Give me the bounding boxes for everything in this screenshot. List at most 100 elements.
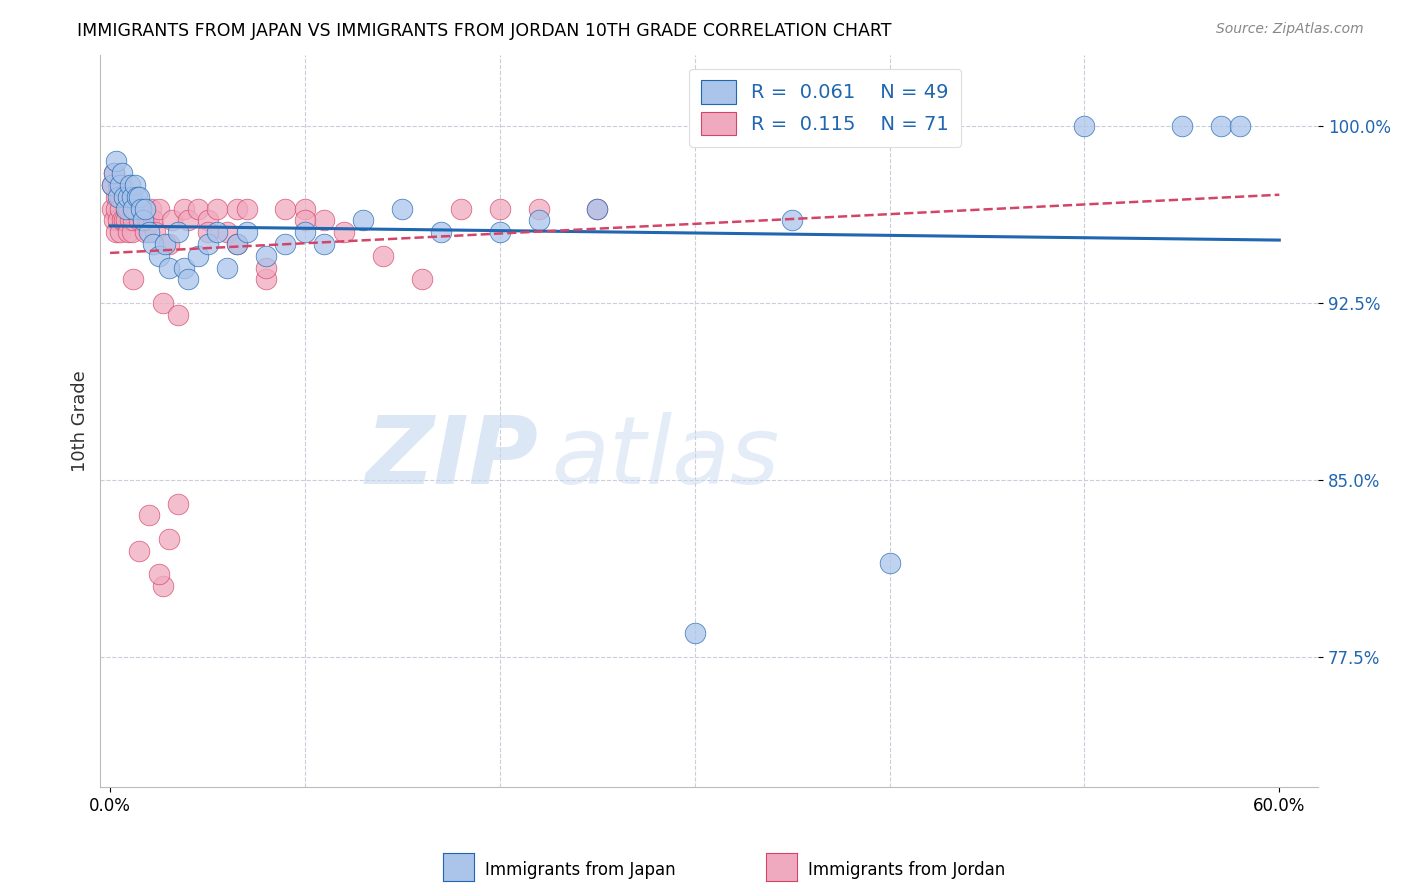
Text: IMMIGRANTS FROM JAPAN VS IMMIGRANTS FROM JORDAN 10TH GRADE CORRELATION CHART: IMMIGRANTS FROM JAPAN VS IMMIGRANTS FROM…: [77, 22, 891, 40]
Point: [112, 190, 135, 204]
Point: [274, 202, 297, 216]
Point: [128, 190, 150, 204]
Point: [294, 225, 316, 239]
Point: [215, 225, 238, 239]
Point: [142, 213, 165, 227]
Point: [111, 213, 134, 227]
Text: Immigrants from Jordan: Immigrants from Jordan: [808, 861, 1005, 879]
Point: [117, 202, 139, 216]
Point: [254, 272, 277, 286]
Point: [157, 237, 180, 252]
Point: [167, 497, 190, 511]
Point: [333, 225, 356, 239]
Text: Source: ZipAtlas.com: Source: ZipAtlas.com: [1216, 22, 1364, 37]
Point: [225, 202, 247, 216]
Text: ZIP: ZIP: [366, 411, 538, 504]
Point: [114, 202, 136, 216]
Point: [173, 260, 195, 275]
Point: [128, 543, 150, 558]
Point: [157, 532, 180, 546]
Point: [352, 213, 374, 227]
Point: [101, 202, 124, 216]
Point: [167, 308, 190, 322]
Y-axis label: 10th Grade: 10th Grade: [72, 370, 89, 472]
Point: [104, 154, 127, 169]
Point: [108, 190, 131, 204]
Point: [152, 296, 174, 310]
Point: [108, 178, 131, 192]
Point: [101, 178, 124, 192]
Point: [122, 213, 145, 227]
Point: [879, 556, 901, 570]
Point: [129, 202, 152, 216]
Legend: R =  0.061    N = 49, R =  0.115    N = 71: R = 0.061 N = 49, R = 0.115 N = 71: [689, 69, 960, 147]
Point: [225, 237, 247, 252]
Point: [148, 249, 170, 263]
Point: [111, 166, 134, 180]
Point: [177, 213, 200, 227]
Point: [138, 225, 160, 239]
Point: [207, 225, 229, 239]
Point: [274, 237, 297, 252]
Point: [152, 579, 174, 593]
Point: [117, 225, 139, 239]
Point: [314, 213, 336, 227]
Point: [132, 213, 155, 227]
Point: [254, 260, 277, 275]
Point: [138, 508, 160, 523]
Point: [1229, 119, 1251, 133]
Point: [114, 190, 136, 204]
Point: [117, 190, 139, 204]
Point: [104, 225, 127, 239]
Point: [411, 272, 433, 286]
Point: [207, 202, 229, 216]
Point: [488, 225, 510, 239]
Point: [167, 225, 190, 239]
Point: [235, 202, 257, 216]
Point: [103, 213, 125, 227]
Point: [124, 178, 146, 192]
Point: [103, 166, 125, 180]
Point: [235, 225, 257, 239]
Point: [527, 202, 550, 216]
Point: [139, 202, 162, 216]
Point: [294, 213, 316, 227]
Point: [107, 178, 129, 192]
Point: [1209, 119, 1232, 133]
Point: [197, 213, 219, 227]
Point: [114, 213, 136, 227]
Point: [173, 202, 195, 216]
Point: [371, 249, 394, 263]
Point: [527, 213, 550, 227]
Point: [153, 237, 176, 252]
Point: [157, 260, 180, 275]
Point: [134, 225, 156, 239]
Point: [430, 225, 453, 239]
Point: [124, 202, 146, 216]
Point: [118, 190, 141, 204]
Point: [127, 190, 149, 204]
Point: [215, 260, 238, 275]
Point: [148, 202, 170, 216]
Point: [197, 225, 219, 239]
Point: [187, 249, 209, 263]
Point: [314, 237, 336, 252]
Point: [121, 225, 143, 239]
Point: [128, 213, 150, 227]
Point: [107, 190, 129, 204]
Point: [134, 202, 156, 216]
Point: [104, 190, 127, 204]
Point: [254, 249, 277, 263]
Point: [107, 213, 129, 227]
Point: [142, 237, 165, 252]
Point: [118, 213, 141, 227]
Point: [129, 202, 152, 216]
Point: [586, 202, 609, 216]
Point: [103, 166, 125, 180]
Point: [294, 202, 316, 216]
Point: [118, 178, 141, 192]
Point: [450, 202, 472, 216]
Text: atlas: atlas: [551, 412, 779, 503]
Point: [101, 178, 124, 192]
Point: [132, 213, 155, 227]
